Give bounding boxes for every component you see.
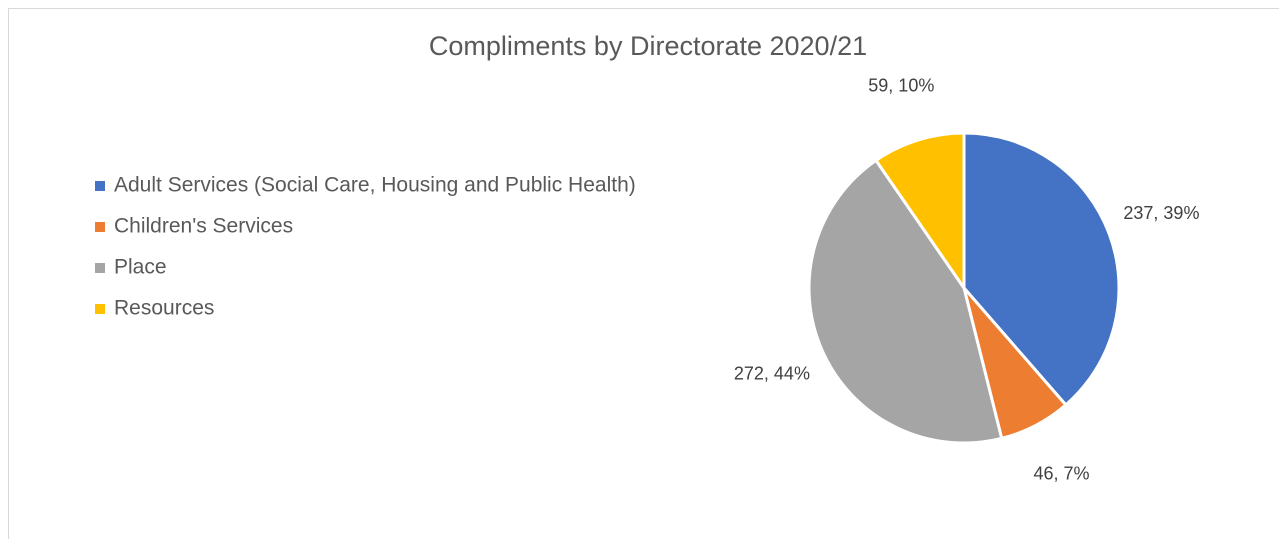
chart-title: Compliments by Directorate 2020/21	[429, 31, 867, 61]
legend-label: Resources	[114, 297, 214, 320]
data-label: 237, 39%	[1123, 203, 1199, 223]
legend-label: Place	[114, 256, 167, 279]
legend-label: Adult Services (Social Care, Housing and…	[114, 174, 636, 197]
pie-slice	[807, 158, 1004, 445]
data-label: 59, 10%	[868, 75, 934, 95]
data-label: 46, 7%	[1033, 464, 1089, 484]
data-label: 272, 44%	[734, 364, 810, 384]
legend-swatch	[95, 181, 105, 191]
legend-swatch	[95, 222, 105, 232]
pie-slice	[962, 131, 1121, 408]
legend-swatch	[95, 263, 105, 273]
pie-slice	[873, 131, 966, 293]
legend-label: Children's Services	[114, 215, 293, 238]
legend-swatch	[95, 304, 105, 314]
